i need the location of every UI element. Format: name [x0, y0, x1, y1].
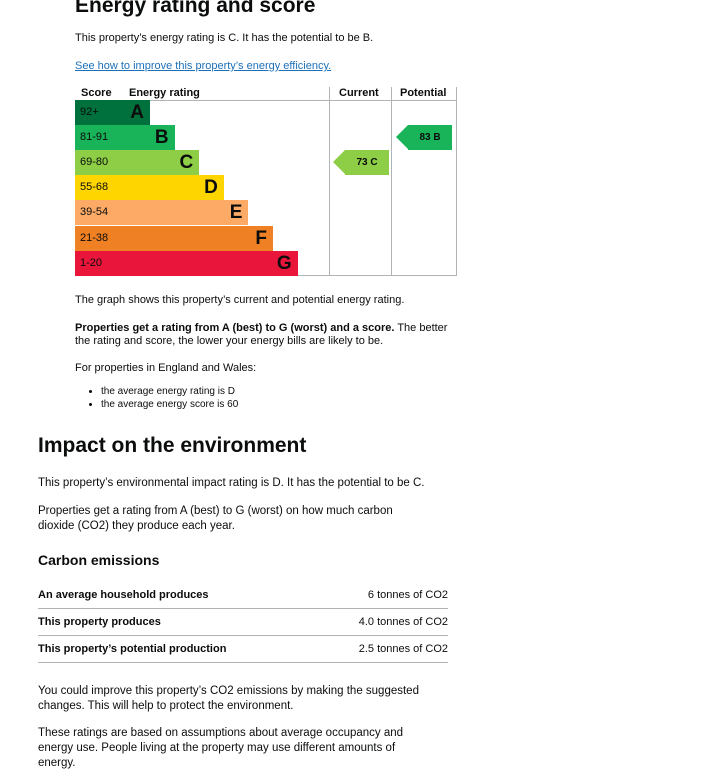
band-bar-a: A — [120, 100, 150, 125]
table-row: This property produces 4.0 tonnes of CO2 — [38, 608, 448, 636]
table-row: This property’s potential production 2.5… — [38, 635, 448, 663]
current-rating-label: 73 C — [356, 157, 378, 169]
environment-rating-info: Properties get a rating from A (best) to… — [38, 505, 393, 532]
rating-explanation-bold: Properties get a rating from A (best) to… — [75, 322, 395, 334]
table-row: An average household produces 6 tonnes o… — [38, 582, 448, 609]
band-score-range-f: 21-38 — [75, 225, 120, 251]
band-bar-f: F — [120, 225, 273, 251]
bullet-average-score: the average energy score is 60 — [101, 398, 238, 411]
band-bar-c: C — [120, 150, 200, 176]
average-bullets: the average energy rating is D the avera… — [87, 385, 238, 411]
band-letter-g: G — [276, 252, 292, 274]
row-value: 6 tonnes of CO2 — [316, 582, 448, 609]
current-marker-tip — [333, 150, 345, 175]
band-score-range-c: 69-80 — [75, 150, 120, 176]
band-letter-e: E — [229, 202, 243, 224]
band-letter-a: A — [130, 102, 144, 123]
row-label: An average household produces — [38, 582, 317, 609]
energy-rating-heading: Energy rating and score — [75, 0, 316, 17]
rating-header: Energy rating — [129, 87, 200, 99]
row-value: 4.0 tonnes of CO2 — [316, 608, 448, 636]
environment-summary: This property’s environmental impact rat… — [38, 477, 425, 489]
rating-explanation: Properties get a rating from A (best) to… — [75, 322, 460, 348]
score-header: Score — [81, 87, 112, 99]
potential-marker-tip — [396, 125, 408, 150]
improve-emissions-text: You could improve this property’s CO2 em… — [38, 685, 419, 712]
band-score-range-d: 55-68 — [75, 175, 120, 201]
england-wales-intro: For properties in England and Wales: — [75, 362, 257, 374]
chart-right-border — [456, 87, 457, 276]
band-letter-d: D — [204, 177, 218, 199]
bullet-average-rating: the average energy rating is D — [101, 385, 238, 398]
band-score-range-g: 1-20 — [75, 250, 120, 276]
potential-rating-label: 83 B — [419, 132, 441, 144]
current-column-divider — [329, 87, 330, 276]
environment-heading: Impact on the environment — [38, 434, 307, 457]
band-letter-f: F — [255, 227, 267, 249]
band-bar-d: D — [120, 175, 224, 201]
row-label: This property produces — [38, 608, 317, 636]
potential-header: Potential — [400, 87, 447, 99]
band-score-range-b: 81-91 — [75, 125, 120, 151]
potential-column-divider — [391, 87, 392, 276]
row-value: 2.5 tonnes of CO2 — [316, 635, 448, 663]
carbon-emissions-table: An average household produces 6 tonnes o… — [38, 582, 448, 663]
rating-explanation-rest: The better the rating and score, the low… — [75, 322, 448, 347]
current-marker-body — [345, 150, 389, 176]
potential-marker-body — [408, 125, 452, 151]
band-score-range-a: 92+ — [75, 100, 120, 125]
band-score-range-e: 39-54 — [75, 200, 120, 226]
band-bar-g: G — [120, 250, 298, 276]
improve-efficiency-link[interactable]: See how to improve this property’s energ… — [75, 60, 332, 72]
band-letter-b: B — [154, 127, 169, 149]
band-letter-c: C — [179, 152, 194, 174]
potential-rating-marker: 83 B — [396, 125, 452, 151]
chart-caption: The graph shows this property’s current … — [75, 294, 405, 306]
row-label: This property’s potential production — [38, 635, 317, 663]
header-divider — [75, 100, 457, 101]
band-bar-b: B — [120, 125, 175, 151]
assumptions-text: These ratings are based on assumptions a… — [38, 727, 404, 769]
current-header: Current — [339, 87, 379, 99]
current-rating-marker: 73 C — [333, 150, 389, 176]
carbon-emissions-heading: Carbon emissions — [38, 552, 160, 568]
energy-summary: This property’s energy rating is C. It h… — [75, 32, 374, 44]
band-bar-e: E — [120, 200, 249, 226]
energy-rating-chart: Score Energy rating Current Potential 92… — [75, 87, 457, 276]
